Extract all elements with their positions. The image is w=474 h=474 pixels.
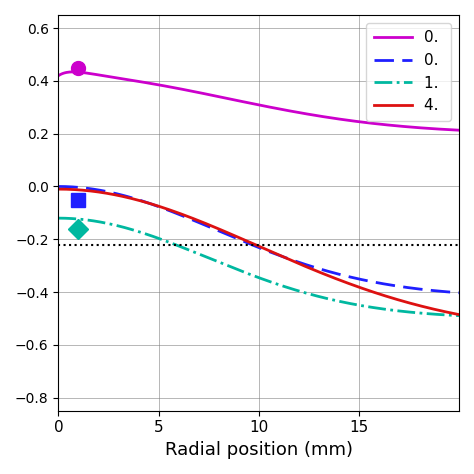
1.  [456,313,462,319]
1.  [186,247,191,253]
0.  [456,128,462,133]
4.  [456,312,462,318]
Legend: 0. , 0. , 1. , 4. : 0. , 0. , 1. , 4. [366,23,451,121]
4.  [55,186,61,192]
0.  [346,118,351,123]
0.  [309,112,314,118]
X-axis label: Radial position (mm): Radial position (mm) [164,441,353,459]
0.  [187,88,193,93]
0.  [71,69,76,75]
0.  [456,290,462,296]
4.  [308,265,313,271]
1.  [345,300,350,306]
1.  [346,301,352,306]
0.  [105,73,110,79]
Line: 4. : 4. [58,189,459,315]
0.  [55,73,61,79]
0.  [215,94,221,100]
1.  [308,292,313,297]
1.  [104,220,109,226]
1.  [55,215,61,221]
4.  [345,280,350,286]
4.  [346,281,352,287]
0.  [308,263,313,269]
Line: 0. : 0. [58,186,459,293]
0.  [186,216,191,221]
0.  [55,183,61,189]
0.  [348,118,354,123]
0.  [346,274,352,280]
0.  [104,189,109,194]
4.  [104,191,109,196]
4.  [186,214,191,220]
Line: 1. : 1. [58,218,459,316]
Line: 0. : 0. [58,72,459,130]
0.  [345,273,350,279]
4.  [214,225,220,231]
0.  [214,228,220,233]
1.  [214,258,220,264]
